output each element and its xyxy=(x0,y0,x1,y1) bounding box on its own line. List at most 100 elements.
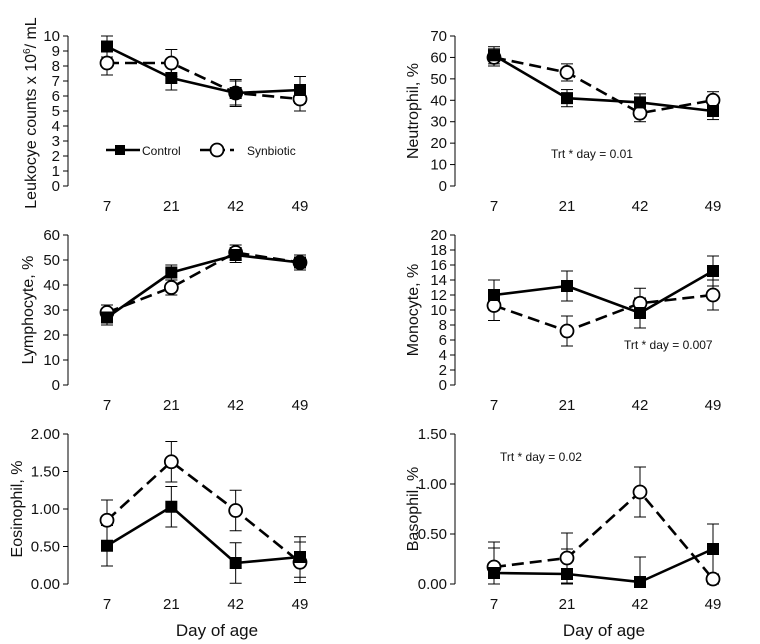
panel-1-x-tick-label: 49 xyxy=(292,198,309,215)
panel-2-y-tick-label: 50 xyxy=(430,71,447,88)
panel-6-control-point xyxy=(488,567,500,579)
panel-5-x-tick-label: 49 xyxy=(292,596,309,613)
panel-4-y-tick-label: 4 xyxy=(439,347,447,364)
panel-5-control-point xyxy=(229,557,242,569)
panel-2-control-line xyxy=(493,54,714,113)
panel-1-y-tick-label: 8 xyxy=(52,58,60,75)
panel-1-y-tick-label: 10 xyxy=(43,28,60,45)
panel-6-synbiotic-point xyxy=(705,571,721,587)
panel-4-x-tick-label: 49 xyxy=(705,397,722,414)
panel-4-y-tick-label: 8 xyxy=(439,317,447,334)
panel-1-control-point xyxy=(101,40,113,53)
panel-1-control-line xyxy=(106,45,301,95)
panel-1-y-tick-label: 0 xyxy=(52,178,60,195)
panel-1-ylabel-sup: 6 xyxy=(22,48,33,54)
panel-2-control-point xyxy=(488,49,500,62)
panel-3-y-tick-label: 60 xyxy=(43,227,60,244)
panel-6-y-tick-label: 1.50 xyxy=(418,426,447,443)
panel-1-control-point xyxy=(229,87,242,99)
x-axis-label-left: Day of age xyxy=(176,621,258,640)
panel-2-synbiotic-point xyxy=(559,65,575,80)
panel-5-y-tick-label: 1.50 xyxy=(31,464,60,481)
panel-4-control-point xyxy=(634,307,646,319)
panel-1-ylabel-prefix: Leukocye counts x 10 xyxy=(23,54,40,209)
panel-5-x-tick-label: 21 xyxy=(163,596,180,613)
panel-6-synbiotic-line xyxy=(493,490,714,580)
panel-3-y-tick-label: 40 xyxy=(43,277,60,294)
panel-6-control-point xyxy=(634,576,646,588)
panel-3-y-tick-label: 0 xyxy=(52,377,60,394)
panel-6-synbiotic-point xyxy=(632,484,648,500)
panel-1-y-tick-label: 1 xyxy=(52,163,60,180)
panel-6-x-tick-label: 42 xyxy=(632,596,649,613)
panel-5-synbiotic-point xyxy=(99,512,115,528)
panel-2-synbiotic-line xyxy=(493,56,714,115)
panel-2-y-tick-label: 20 xyxy=(430,135,447,152)
panel-1-synbiotic-point xyxy=(163,55,179,71)
panel-4-y-tick-label: 0 xyxy=(439,377,447,394)
panel-6-x-tick-label: 7 xyxy=(490,596,498,613)
panel-2-y-tick-label: 0 xyxy=(439,178,447,195)
panel-6-control-line xyxy=(493,547,714,584)
panel-5-x-tick-label: 42 xyxy=(227,596,244,613)
panel-5-y-tick-label: 0.00 xyxy=(31,576,60,593)
panel-5-control-point xyxy=(165,500,178,513)
panel-3-control-point xyxy=(101,311,113,324)
panel-4-y-tick-label: 14 xyxy=(430,272,447,289)
panel-6-y-tick-label: 0.00 xyxy=(418,576,447,593)
panel-1-y-tick-label: 4 xyxy=(52,118,60,135)
panel-4-synbiotic-point xyxy=(705,287,721,303)
panel-2-x-tick-label: 21 xyxy=(559,198,576,215)
panel-1-synbiotic-point xyxy=(99,55,115,71)
panel-5-control-line xyxy=(106,505,301,565)
panel-1-control-point xyxy=(294,84,306,96)
panel-1-synbiotic-line xyxy=(107,61,301,101)
panel-4-ylabel: Monocyte, % xyxy=(405,264,422,356)
panel-1-y-tick-label: 5 xyxy=(52,103,60,120)
legend-synbiotic-label: Synbiotic xyxy=(247,144,296,158)
panel-4-x-tick-label: 21 xyxy=(559,397,576,414)
panel-4-y-tick-label: 18 xyxy=(430,242,447,259)
panel-5-synbiotic-point xyxy=(228,503,244,518)
panel-2-y-tick-label: 60 xyxy=(430,49,447,66)
panel-2-y-tick-label: 70 xyxy=(430,28,447,45)
panel-6-ylabel: Basophil, % xyxy=(405,467,422,552)
legend-control-label: Control xyxy=(142,144,181,158)
panel-2-control-point xyxy=(707,105,719,117)
legend-control-marker xyxy=(115,145,125,155)
panel-4-y-tick-label: 2 xyxy=(439,362,447,379)
panel-1-x-tick-label: 21 xyxy=(163,198,180,215)
panel-4-y-tick-label: 10 xyxy=(430,302,447,319)
panel-5-control-point xyxy=(101,539,113,552)
panel-4-x-tick-label: 42 xyxy=(632,397,649,414)
panel-3-y-tick-label: 20 xyxy=(43,327,60,344)
panel-6-synbiotic-point xyxy=(559,550,575,566)
panel-4-y-tick-label: 12 xyxy=(430,287,447,304)
panel-2-x-tick-label: 7 xyxy=(490,198,498,215)
panel-1-y-tick-label: 9 xyxy=(52,43,60,60)
panel-6-x-tick-label: 21 xyxy=(559,596,576,613)
panel-5-y-tick-label: 0.50 xyxy=(31,539,60,556)
panel-3-control-point xyxy=(294,256,306,269)
panel-1-y-tick-label: 2 xyxy=(52,148,60,165)
panel-2-x-tick-label: 42 xyxy=(632,198,649,215)
panel-6-x-tick-label: 49 xyxy=(705,596,722,613)
panel-2-ylabel: Neutrophil, % xyxy=(405,63,422,159)
panel-1-ylabel-suffix: / mL xyxy=(23,17,40,48)
panel-4-control-point xyxy=(561,280,573,292)
panel-3-control-line xyxy=(106,253,301,319)
panel-3-y-tick-label: 30 xyxy=(43,302,60,319)
panel-3-y-tick-label: 50 xyxy=(43,252,60,269)
panel-6-control-point xyxy=(707,543,719,555)
panel-6-y-tick-label: 1.00 xyxy=(418,476,447,493)
panel-3-synbiotic-line xyxy=(106,251,301,314)
panel-2-control-point xyxy=(634,96,646,109)
panel-1-x-tick-label: 42 xyxy=(227,198,244,215)
panel-4-y-tick-label: 20 xyxy=(430,227,447,244)
panel-2-y-tick-label: 40 xyxy=(430,92,447,109)
panel-5-control-point xyxy=(294,551,306,563)
panel-3-x-tick-label: 42 xyxy=(227,397,244,414)
panel-3-x-tick-label: 21 xyxy=(163,397,180,414)
panel-5-ylabel: Eosinophil, % xyxy=(9,461,26,558)
panel-2-y-tick-label: 30 xyxy=(430,114,447,131)
